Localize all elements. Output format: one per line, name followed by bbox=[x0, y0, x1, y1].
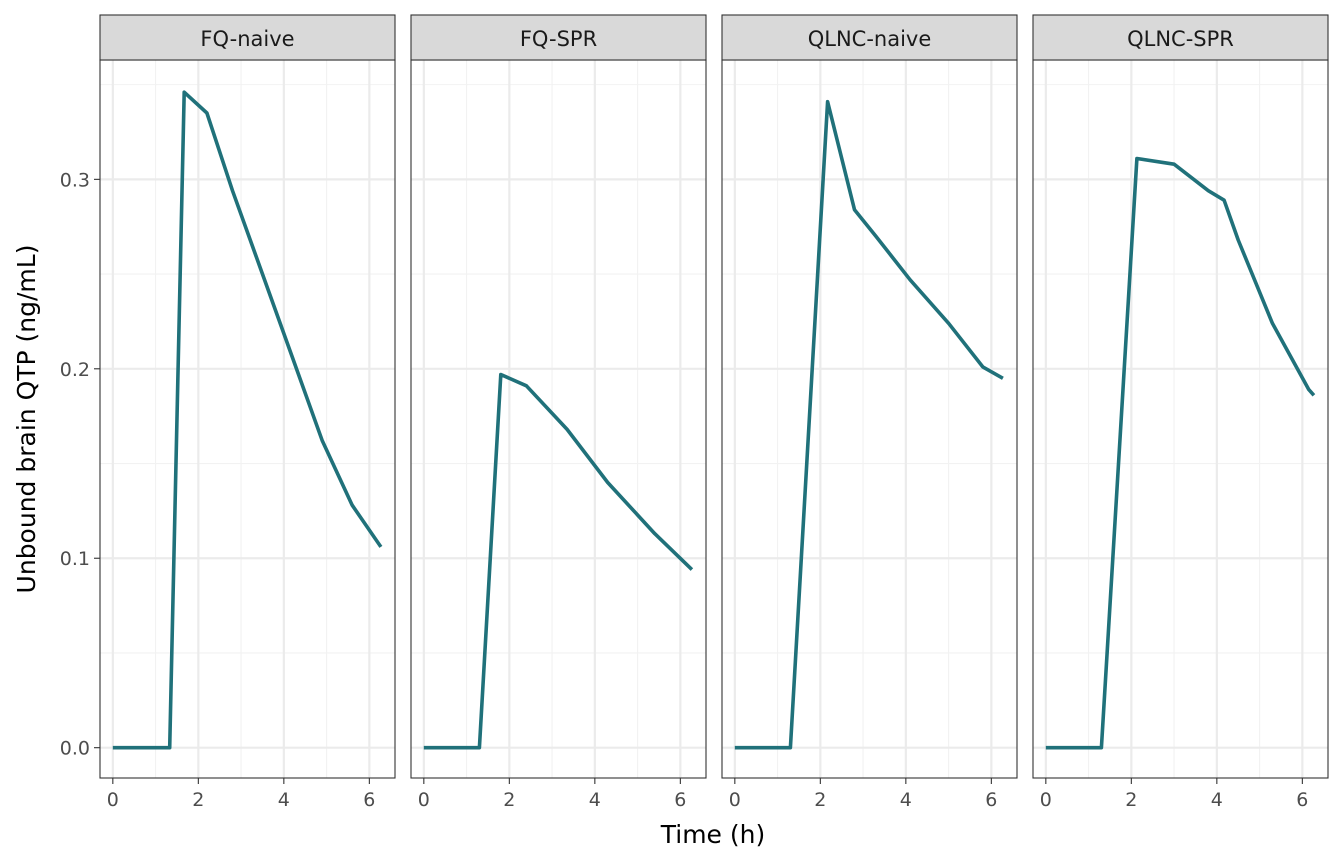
strip-background bbox=[410, 14, 707, 61]
y-axis-title: Unbound brain QTP (ng/mL) bbox=[12, 245, 41, 594]
series-line-qlnc-naive bbox=[734, 99, 1004, 750]
y-tick-label: 0.1 bbox=[60, 548, 90, 570]
x-tick-label: 4 bbox=[589, 789, 601, 811]
series-line-fq-spr bbox=[423, 372, 694, 750]
x-tick-label: 2 bbox=[814, 789, 826, 811]
x-axis-title: Time (h) bbox=[660, 820, 765, 849]
y-tick-label: 0.3 bbox=[60, 169, 90, 191]
x-tick-label: 2 bbox=[503, 789, 515, 811]
x-tick-label: 6 bbox=[363, 789, 375, 811]
panel-background bbox=[100, 60, 395, 778]
strip-label: QLNC-naive bbox=[808, 27, 932, 51]
strip-label: FQ-SPR bbox=[520, 27, 597, 51]
series-line-fq-naive bbox=[112, 90, 383, 750]
panel-qlnc-naive: QLNC-naive 0 2 4 6 bbox=[721, 14, 1018, 811]
x-tick-label: 0 bbox=[729, 789, 741, 811]
x-tick-label: 6 bbox=[1296, 789, 1308, 811]
strip-label: QLNC-SPR bbox=[1127, 27, 1234, 51]
x-tick-label: 0 bbox=[418, 789, 430, 811]
x-tick-label: 0 bbox=[107, 789, 119, 811]
x-tick-label: 4 bbox=[900, 789, 912, 811]
panel-qlnc-spr: QLNC-SPR 0 2 4 6 bbox=[1032, 14, 1329, 811]
x-tick-label: 4 bbox=[278, 789, 290, 811]
y-tick-label: 0.2 bbox=[60, 359, 90, 381]
x-tick-label: 6 bbox=[674, 789, 686, 811]
strip-background bbox=[721, 14, 1018, 61]
series-line-qlnc-spr bbox=[1045, 156, 1316, 750]
y-tick-label: 0.0 bbox=[60, 738, 90, 760]
x-tick-label: 2 bbox=[192, 789, 204, 811]
strip-background bbox=[1032, 14, 1329, 61]
panel-fq-naive: FQ-naive 0 2 4 6 bbox=[99, 14, 396, 811]
x-tick-label: 6 bbox=[985, 789, 997, 811]
x-tick-label: 2 bbox=[1125, 789, 1137, 811]
panel-background bbox=[722, 60, 1017, 778]
x-tick-label: 4 bbox=[1211, 789, 1223, 811]
x-tick-label: 0 bbox=[1040, 789, 1052, 811]
panel-fq-spr: FQ-SPR 0 2 4 6 bbox=[410, 14, 707, 811]
strip-label: FQ-naive bbox=[200, 27, 294, 51]
strip-background bbox=[99, 14, 396, 61]
